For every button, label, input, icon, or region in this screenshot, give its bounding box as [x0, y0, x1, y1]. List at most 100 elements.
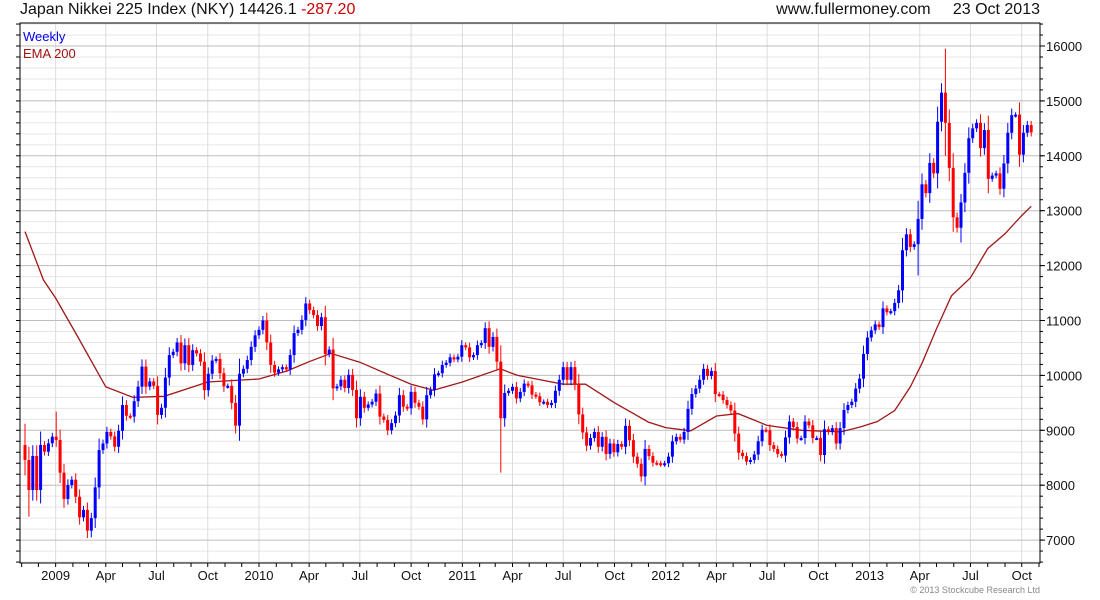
candle-up — [475, 340, 479, 360]
candle-up — [245, 355, 249, 374]
candle-down — [651, 452, 655, 467]
candle-up — [93, 477, 97, 529]
candle-up — [748, 457, 752, 465]
candle-down — [776, 445, 780, 458]
candle-up — [975, 119, 979, 132]
candle-body — [156, 385, 160, 415]
ema-200-line — [24, 205, 1032, 433]
candle-down — [499, 345, 503, 473]
legend-weekly: Weekly — [23, 29, 66, 44]
candle-up — [456, 353, 460, 363]
candle-up — [70, 476, 74, 489]
candle-body — [534, 394, 538, 397]
candle-body — [561, 367, 565, 380]
candle-body — [901, 250, 904, 291]
candle-body — [148, 381, 152, 387]
candle-up — [1006, 122, 1010, 174]
candle-down — [405, 404, 409, 411]
candle-body — [756, 441, 760, 455]
candle-up — [358, 389, 362, 426]
candle-body — [694, 388, 698, 395]
candle-down — [635, 452, 639, 468]
x-tick-label: 2011 — [448, 568, 476, 583]
candle-body — [799, 437, 803, 440]
candle-body — [893, 302, 897, 312]
candle-up — [557, 374, 561, 396]
candle-down — [124, 400, 128, 421]
candle-down — [998, 167, 1002, 195]
candle-up — [862, 345, 865, 388]
candle-body — [390, 423, 394, 431]
candle-body — [136, 386, 140, 402]
candle-body — [651, 456, 655, 463]
x-tick-label: Jul — [555, 568, 572, 583]
candle-body — [780, 453, 784, 456]
candle-down — [316, 310, 319, 331]
candle-body — [881, 308, 885, 328]
candle-up — [101, 439, 105, 454]
candle-up — [448, 353, 452, 367]
candle-down — [819, 431, 823, 462]
candle-up — [667, 452, 670, 468]
candle-body — [616, 444, 620, 453]
candle-body — [230, 385, 234, 403]
candle-body — [862, 353, 865, 379]
candle-up — [121, 396, 124, 440]
x-tick-label: Oct — [808, 568, 829, 583]
x-tick-label: Jul — [962, 568, 979, 583]
candle-body — [199, 353, 202, 362]
candle-body — [89, 518, 93, 531]
candle-up — [592, 428, 596, 442]
candle-up — [511, 383, 514, 394]
candle-body — [140, 366, 144, 387]
x-tick-label: Apr — [299, 568, 320, 583]
y-tick-label: 14000 — [1046, 149, 1082, 164]
candle-body — [745, 456, 748, 462]
candle-up — [479, 340, 483, 348]
website-link[interactable]: www.fullermoney.com — [776, 1, 931, 18]
candle-up — [444, 360, 448, 368]
candle-up — [472, 352, 475, 361]
candle-down — [234, 394, 238, 434]
candle-up — [858, 374, 862, 394]
candle-body — [495, 336, 499, 362]
candle-up — [787, 415, 791, 444]
candle-body — [397, 395, 401, 416]
candle-up — [163, 367, 167, 418]
candle-body — [858, 378, 862, 389]
candle-down — [745, 452, 748, 466]
candle-body — [261, 320, 265, 330]
candle-down — [109, 428, 113, 440]
candle-up — [553, 385, 557, 409]
candle-down — [932, 158, 936, 179]
candle-body — [464, 345, 468, 348]
candle-up — [936, 106, 940, 189]
candle-body — [550, 402, 553, 406]
candle-body — [979, 122, 982, 149]
candle-up — [97, 438, 101, 499]
candle-body — [885, 308, 889, 313]
candle-body — [873, 324, 877, 331]
candle-up — [600, 432, 604, 452]
candle-down — [58, 429, 62, 484]
candle-body — [511, 386, 514, 391]
candle-body — [943, 92, 947, 123]
candle-body — [343, 379, 347, 389]
candle-down — [631, 433, 635, 463]
candle-up — [191, 344, 195, 371]
candle-body — [850, 401, 854, 406]
candle-down — [128, 413, 132, 419]
candle-body — [195, 350, 199, 354]
candle-body — [234, 402, 238, 426]
candle-up — [140, 359, 144, 394]
candle-up — [920, 173, 924, 230]
candle-up — [257, 326, 261, 339]
candle-body — [600, 436, 604, 447]
candle-body — [869, 330, 873, 338]
candle-down — [495, 328, 499, 371]
x-tick-label: Oct — [198, 568, 219, 583]
candle-up — [238, 358, 241, 441]
candle-body — [955, 217, 959, 228]
candle-up — [1025, 120, 1029, 137]
candle-body — [682, 431, 686, 440]
